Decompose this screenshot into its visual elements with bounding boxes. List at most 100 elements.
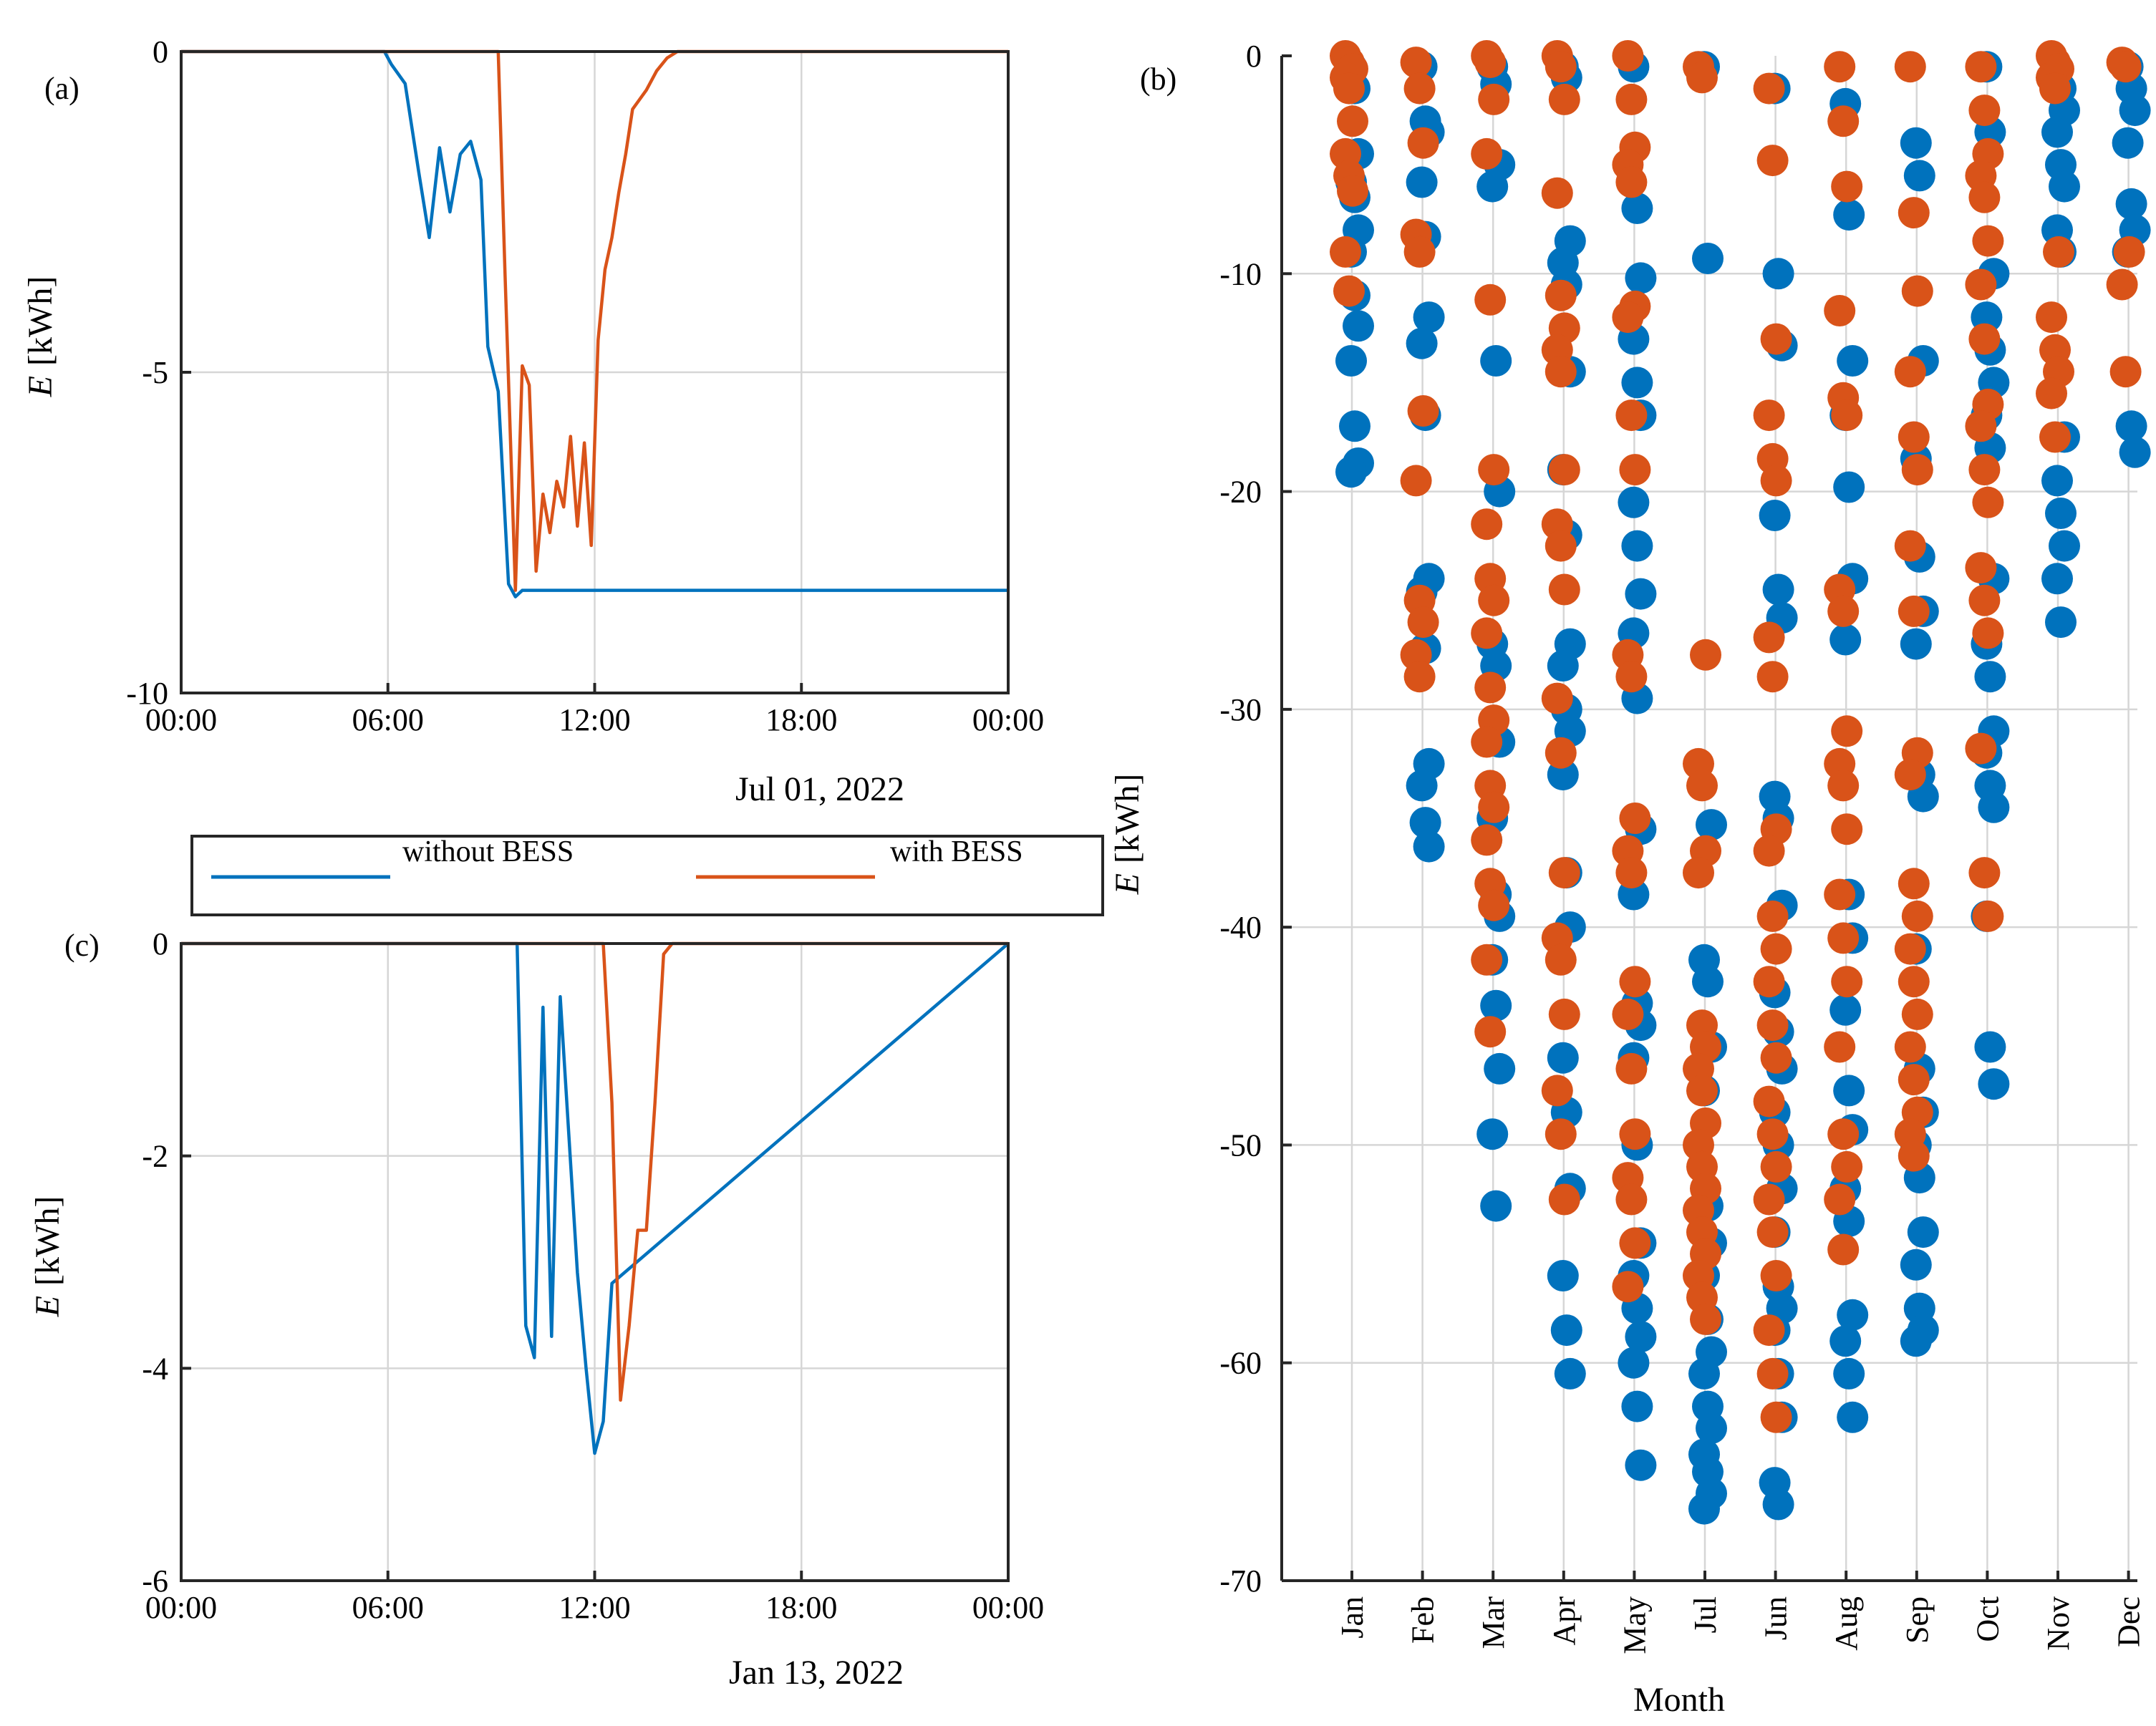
b-xtick-label-May: May bbox=[1617, 1596, 1652, 1654]
panel-c-y-axis-label: E [kWh] bbox=[29, 1196, 67, 1318]
b-point-with-bess-Mar-4 bbox=[1474, 283, 1507, 316]
b-point-with-bess-Dec-1 bbox=[2109, 51, 2142, 83]
b-ytick-label-4: -40 bbox=[1219, 910, 1262, 945]
b-point-without-bess-Nov-13 bbox=[2045, 606, 2077, 639]
b-point-with-bess-Mar-2 bbox=[1478, 83, 1510, 115]
b-point-with-bess-Aug-5 bbox=[1831, 399, 1863, 432]
b-point-with-bess-Jul-1 bbox=[1686, 62, 1718, 94]
b-point-with-bess-Jun-6 bbox=[1753, 621, 1785, 654]
panel-b-label: (b) bbox=[1140, 62, 1176, 97]
b-point-with-bess-May-8 bbox=[1619, 454, 1651, 486]
b-point-without-bess-Apr-9 bbox=[1547, 650, 1579, 682]
b-point-without-bess-Jun-1 bbox=[1762, 258, 1794, 290]
b-point-without-bess-Aug-6 bbox=[1829, 624, 1862, 656]
b-point-without-bess-Dec-3 bbox=[2112, 127, 2144, 159]
b-point-with-bess-Mar-19 bbox=[1474, 1016, 1507, 1048]
b-point-with-bess-Jul-4 bbox=[1686, 770, 1718, 802]
b-point-with-bess-Jun-9 bbox=[1753, 835, 1785, 867]
b-point-with-bess-Dec-4 bbox=[2109, 356, 2142, 388]
b-point-with-bess-Oct-5 bbox=[1972, 225, 2004, 257]
b-point-with-bess-Aug-7 bbox=[1827, 595, 1860, 627]
b-point-with-bess-Oct-4 bbox=[1968, 181, 2001, 213]
b-point-without-bess-Feb-12 bbox=[1406, 770, 1438, 802]
b-point-with-bess-Jun-15 bbox=[1753, 1085, 1785, 1117]
b-point-with-bess-Apr-3 bbox=[1541, 177, 1573, 209]
panel-a-gridlines bbox=[181, 52, 1008, 693]
b-point-with-bess-Feb-4 bbox=[1403, 236, 1436, 268]
b-point-with-bess-Nov-6 bbox=[2036, 301, 2067, 334]
b-point-without-bess-Mar-16 bbox=[1480, 1190, 1512, 1222]
b-xtick-label-Mar: Mar bbox=[1476, 1596, 1511, 1649]
a-series-line-without-bess bbox=[181, 49, 1008, 598]
b-point-without-bess-Mar-4 bbox=[1480, 345, 1512, 377]
a-ytick-label-0: 0 bbox=[153, 34, 168, 69]
b-point-with-bess-Nov-10 bbox=[2039, 421, 2071, 453]
b-point-with-bess-Aug-18 bbox=[1824, 1183, 1856, 1216]
b-point-with-bess-Sep-6 bbox=[1894, 530, 1926, 562]
b-point-with-bess-Jan-5 bbox=[1337, 105, 1368, 137]
b-point-without-bess-Jan-10 bbox=[1339, 410, 1371, 442]
panel-b-scatter-chart: (b) Jan Feb Mar Apr May Jul Jun Aug Sep Oct Nov Dec… bbox=[1108, 39, 2151, 1719]
b-xtick-label-Apr: Apr bbox=[1547, 1596, 1582, 1646]
b-point-without-bess-May-8 bbox=[1625, 578, 1657, 610]
b-point-with-bess-Mar-12 bbox=[1471, 726, 1503, 758]
b-point-with-bess-Aug-13 bbox=[1827, 922, 1860, 954]
a-xtick-label-4: 00:00 bbox=[972, 702, 1044, 737]
a-axes-box bbox=[180, 50, 1010, 694]
b-point-without-bess-May-21 bbox=[1618, 1347, 1650, 1379]
b-point-with-bess-Jun-2 bbox=[1760, 323, 1792, 355]
panel-c-gridlines bbox=[181, 944, 1008, 1581]
b-point-with-bess-Jan-9 bbox=[1330, 236, 1361, 268]
b-point-without-bess-Dec-8 bbox=[2119, 436, 2151, 468]
b-point-without-bess-Jul-2 bbox=[1696, 809, 1727, 841]
b-point-with-bess-Nov-5 bbox=[2043, 236, 2074, 268]
b-point-with-bess-Mar-1 bbox=[1474, 47, 1507, 79]
b-point-with-bess-Sep-11 bbox=[1901, 900, 1933, 932]
a-xtick-label-1: 06:00 bbox=[352, 702, 424, 737]
b-point-without-bess-Apr-20 bbox=[1554, 1357, 1586, 1390]
panel-a-tick-labels: 00:00 06:00 12:00 18:00 00:00 0 -5 -10 bbox=[126, 34, 1044, 737]
b-point-with-bess-Jun-22 bbox=[1756, 1357, 1789, 1390]
b-point-with-bess-Apr-16 bbox=[1545, 944, 1577, 976]
b-point-without-bess-Mar-3 bbox=[1476, 170, 1509, 203]
panel-c-date-label: Jan 13, 2022 bbox=[729, 1654, 904, 1692]
b-point-without-bess-Feb-6 bbox=[1406, 327, 1438, 359]
b-point-with-bess-Jun-12 bbox=[1753, 966, 1785, 998]
a-ytick-label-2: -10 bbox=[126, 676, 168, 711]
b-point-with-bess-Jun-16 bbox=[1756, 1118, 1789, 1150]
b-xtick-label-Aug: Aug bbox=[1829, 1596, 1864, 1651]
b-point-without-bess-Feb-3 bbox=[1406, 166, 1438, 198]
b-point-with-bess-Oct-16 bbox=[1968, 857, 2001, 889]
b-point-without-bess-Sep-15 bbox=[1900, 1249, 1932, 1281]
a-ytick-label-1: -5 bbox=[142, 355, 168, 390]
b-point-without-bess-Nov-10 bbox=[2045, 498, 2077, 529]
b-point-without-bess-Sep-6 bbox=[1900, 628, 1932, 660]
b-point-with-bess-Oct-6 bbox=[1965, 268, 1997, 301]
b-point-with-bess-Sep-12 bbox=[1894, 933, 1926, 965]
panel-c-y-axis-symbol: E bbox=[29, 1296, 67, 1317]
c-xtick-label-3: 18:00 bbox=[765, 1590, 837, 1625]
b-point-with-bess-Sep-0 bbox=[1894, 51, 1926, 83]
b-point-with-bess-Aug-19 bbox=[1827, 1233, 1860, 1266]
a-xtick-label-2: 12:00 bbox=[559, 702, 630, 737]
b-point-with-bess-Jun-14 bbox=[1760, 1042, 1792, 1074]
b-point-with-bess-Jan-4 bbox=[1333, 72, 1365, 105]
b-point-with-bess-May-13 bbox=[1615, 857, 1648, 889]
b-point-with-bess-Apr-8 bbox=[1548, 454, 1580, 486]
b-point-without-bess-Nov-12 bbox=[2041, 563, 2073, 595]
b-point-with-bess-May-1 bbox=[1615, 83, 1648, 115]
b-point-with-bess-May-4 bbox=[1615, 166, 1648, 198]
b-xtick-label-Oct: Oct bbox=[1970, 1596, 2005, 1642]
b-point-with-bess-Aug-8 bbox=[1831, 715, 1863, 747]
b-point-with-bess-Sep-15 bbox=[1894, 1031, 1926, 1063]
b-point-with-bess-Feb-0 bbox=[1400, 47, 1432, 79]
b-point-with-bess-Aug-1 bbox=[1827, 105, 1860, 137]
b-point-with-bess-Feb-10 bbox=[1403, 661, 1436, 693]
b-point-without-bess-Feb-14 bbox=[1413, 830, 1445, 863]
b-point-with-bess-Oct-11 bbox=[1972, 486, 2004, 518]
b-point-with-bess-Jun-21 bbox=[1753, 1314, 1785, 1347]
panel-a-date-label: Jul 01, 2022 bbox=[735, 770, 904, 808]
b-point-with-bess-Jan-8 bbox=[1337, 175, 1368, 207]
b-point-without-bess-Sep-14 bbox=[1907, 1216, 1939, 1249]
b-point-with-bess-Apr-12 bbox=[1541, 682, 1573, 714]
